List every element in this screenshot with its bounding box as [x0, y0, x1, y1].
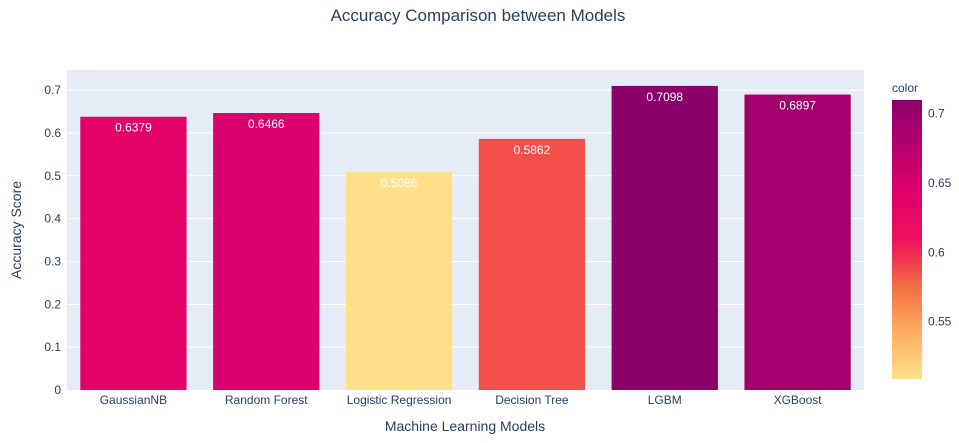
bar-data-label: 0.6466: [248, 117, 285, 131]
bar-data-label: 0.5086: [381, 176, 418, 190]
x-tick-labels: GaussianNB Random Forest Logistic Regressi…: [100, 393, 823, 407]
colorbar-tick-label: 0.7: [928, 107, 945, 121]
bar: [80, 116, 187, 391]
y-tick-label: 0.6: [44, 126, 61, 140]
x-tick-label: Decision Tree: [495, 393, 569, 407]
x-tick-label: LGBM: [648, 393, 682, 407]
bar-data-label: 0.6897: [779, 99, 816, 113]
bar: [611, 85, 718, 391]
bar-data-label: 0.6379: [115, 121, 152, 135]
y-axis-title: Accuracy Score: [8, 181, 24, 279]
bar-data-label: 0.5862: [514, 143, 551, 157]
y-tick-label: 0.2: [44, 297, 61, 311]
colorbar-tick-label: 0.55: [928, 315, 952, 329]
colorbar-tick-label: 0.6: [928, 245, 945, 259]
y-tick-label: 0.5: [44, 169, 61, 183]
bar: [478, 138, 586, 390]
colorbar-tick-label: 0.65: [928, 176, 952, 190]
data-labels-group: 0.6379 0.6466 0.5086 0.5862 0.7098 0.6897: [115, 90, 816, 190]
colorbar-title: color: [892, 81, 918, 95]
bar-data-label: 0.7098: [646, 90, 683, 104]
colorbar: color 0.55 0.6 0.65 0.7: [892, 81, 952, 379]
bars-group: [80, 85, 851, 391]
y-tick-label: 0.3: [44, 254, 61, 268]
y-tick-label: 0.1: [44, 340, 61, 354]
x-axis-title: Machine Learning Models: [385, 418, 545, 434]
y-tick-label: 0.7: [44, 83, 61, 97]
chart-title: Accuracy Comparison between Models: [331, 6, 626, 25]
bar: [345, 172, 453, 390]
gridlines: [67, 89, 864, 348]
y-tick-labels: 0 0.1 0.2 0.3 0.4 0.5 0.6 0.7: [44, 83, 61, 397]
colorbar-ticks: 0.55 0.6 0.65 0.7: [928, 107, 952, 329]
y-tick-label: 0.4: [44, 212, 61, 226]
x-tick-label: XGBoost: [774, 393, 823, 407]
bar: [213, 113, 320, 390]
plot-background: [67, 70, 864, 390]
x-tick-label: Random Forest: [225, 393, 308, 407]
y-tick-label: 0: [54, 383, 61, 397]
x-tick-label: Logistic Regression: [347, 393, 452, 407]
x-tick-label: GaussianNB: [100, 393, 167, 407]
bar: [744, 94, 851, 390]
colorbar-gradient: [892, 100, 922, 379]
